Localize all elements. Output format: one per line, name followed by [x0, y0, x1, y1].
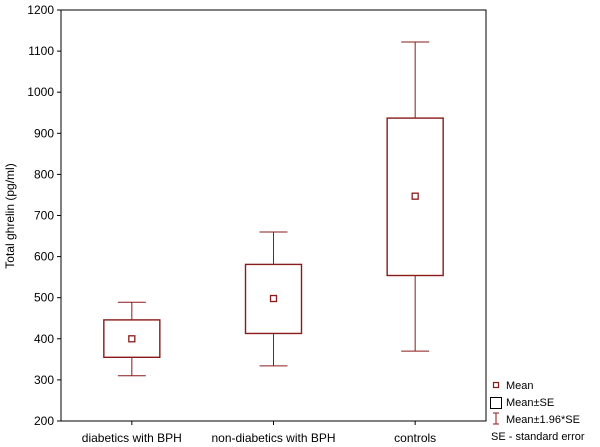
y-tick-label: 1000 — [27, 85, 54, 99]
legend-whisker-label: Mean±1.96*SE — [506, 414, 580, 426]
y-tick-label: 300 — [34, 373, 54, 387]
legend-mean-label: Mean — [506, 380, 534, 392]
y-tick-label: 200 — [34, 414, 54, 428]
y-tick-label: 600 — [34, 250, 54, 264]
x-category-label: non-diabetics with BPH — [211, 431, 335, 445]
y-tick-label: 900 — [34, 126, 54, 140]
x-axis-category-labels: diabetics with BPH non-diabetics with BPH… — [82, 421, 436, 445]
y-tick-label: 700 — [34, 209, 54, 223]
y-tick-label: 500 — [34, 291, 54, 305]
mean-marker — [128, 335, 136, 343]
legend-se-label: Mean±SE — [506, 397, 554, 409]
mean-marker — [269, 294, 278, 303]
se-box — [244, 263, 303, 335]
y-tick-label: 1200 — [27, 3, 54, 17]
box-series — [103, 41, 444, 377]
y-tick-label: 800 — [34, 167, 54, 181]
y-tick-label: 1100 — [28, 44, 54, 58]
x-category-label: diabetics with BPH — [82, 431, 182, 445]
y-axis-label: Total ghrelin (pg/ml) — [3, 163, 17, 268]
legend: Mean Mean±SE Mean±1.96*SE SE - standard … — [490, 380, 585, 443]
se-box — [103, 319, 161, 358]
legend-se-marker — [490, 397, 502, 409]
legend-mean-marker — [492, 381, 500, 389]
legend-whisker-marker — [493, 412, 499, 425]
x-category-label: controls — [394, 431, 436, 445]
mean-marker — [411, 192, 419, 200]
y-axis-ticks: 200 300 400 500 600 700 800 900 1000 1100 1200 — [27, 3, 61, 428]
y-tick-label: 400 — [34, 332, 54, 346]
legend-se-note: SE - standard error — [491, 431, 585, 443]
se-box — [386, 117, 444, 277]
